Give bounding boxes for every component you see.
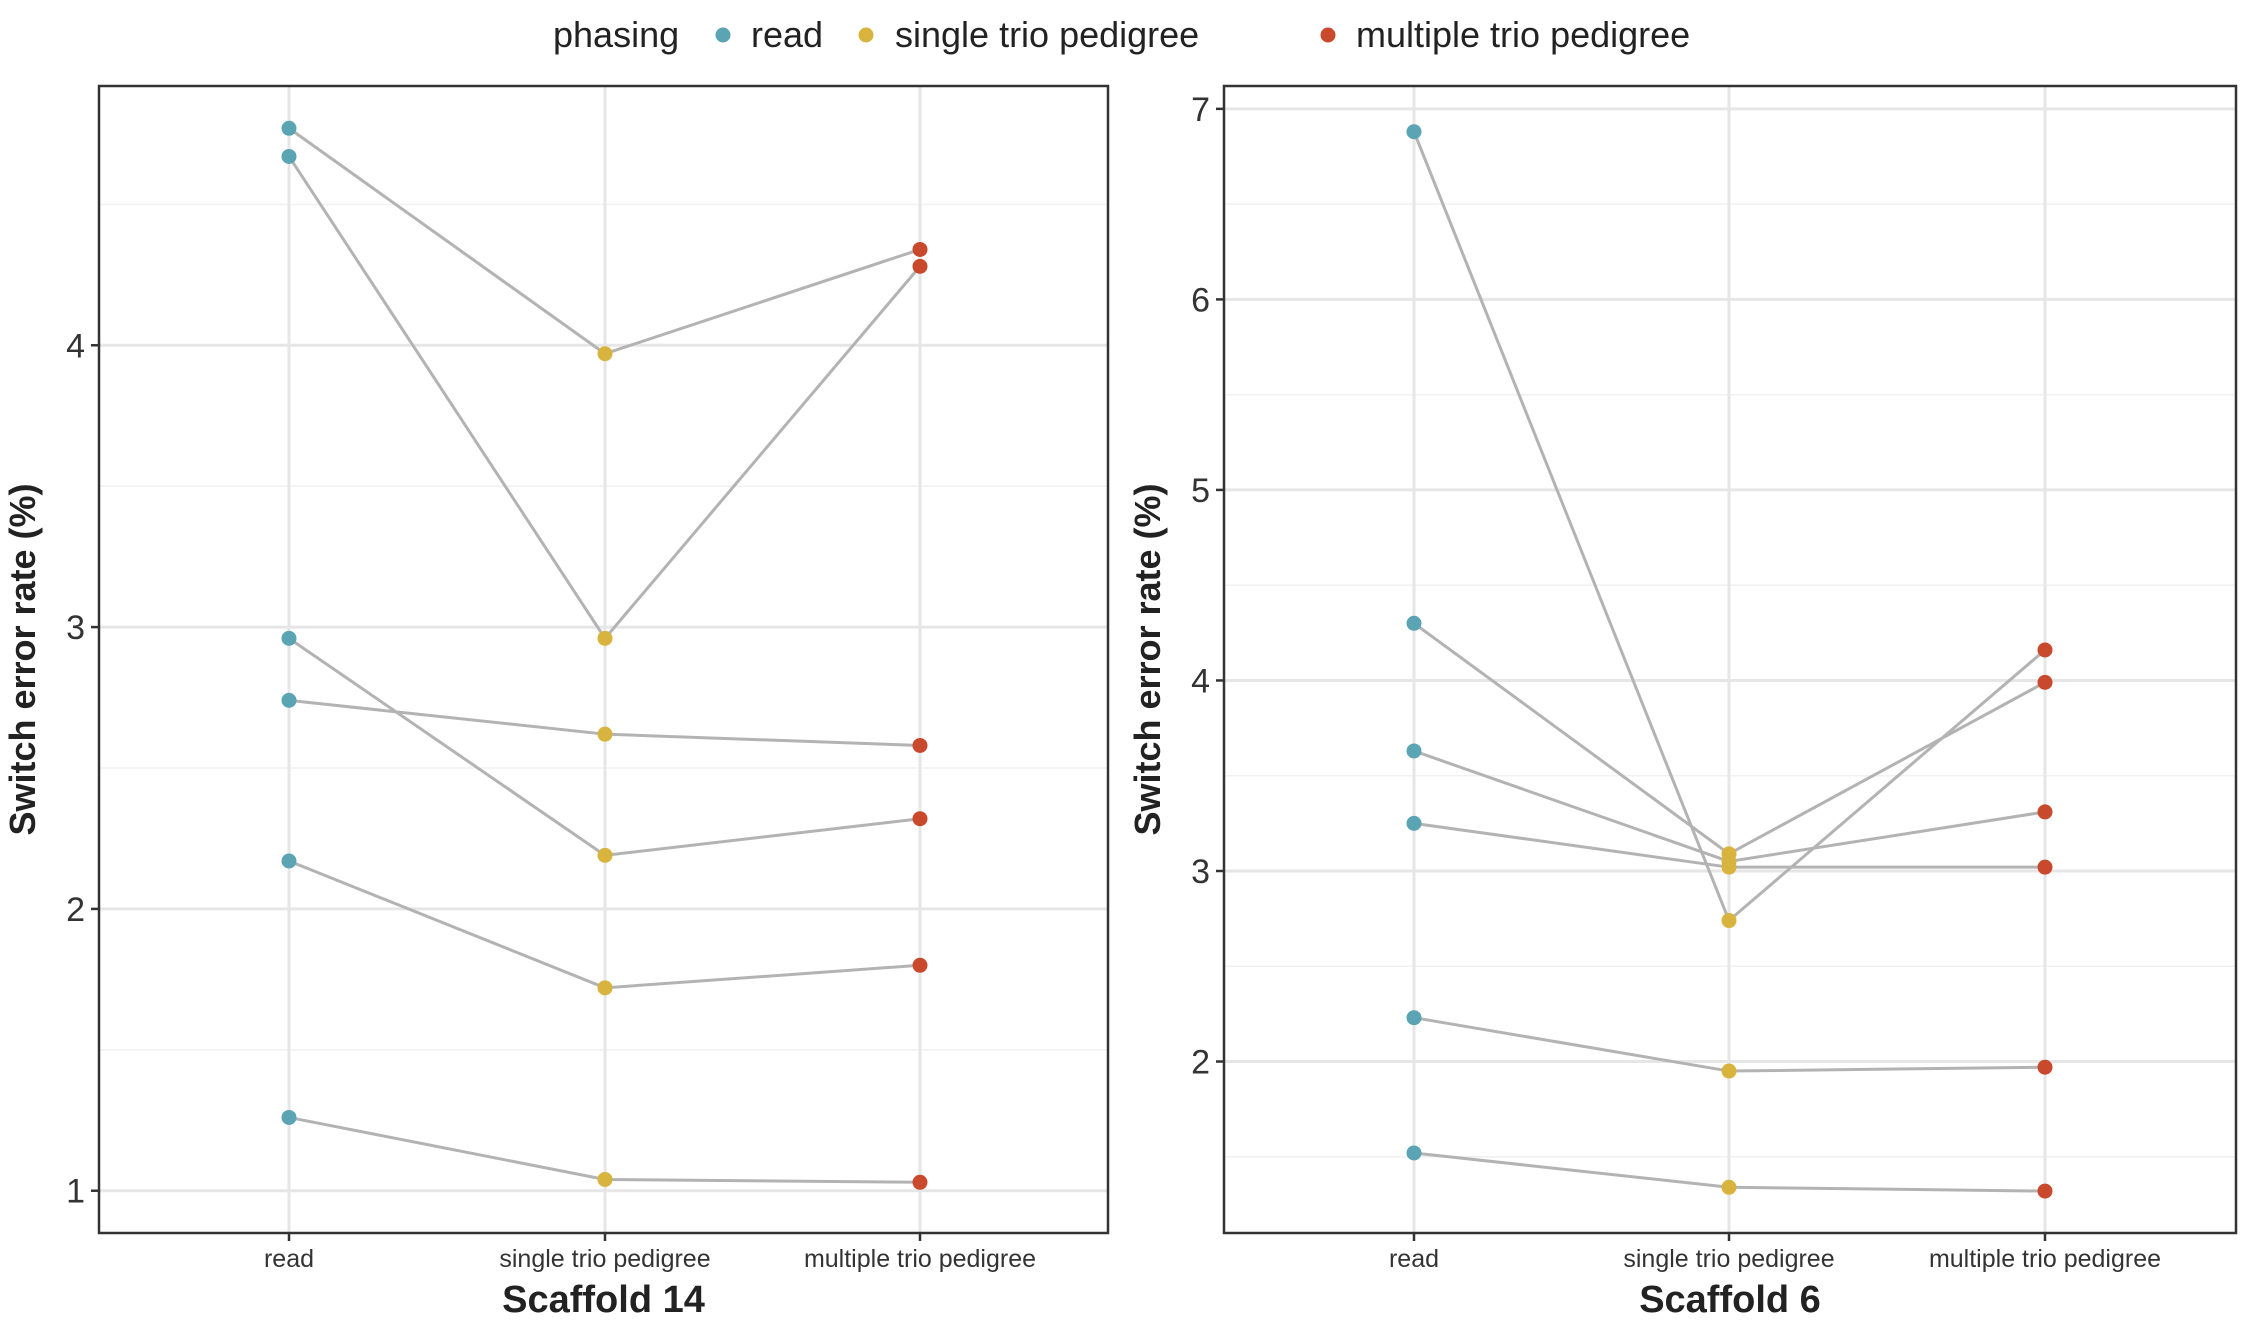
data-point-2-0 (1406, 743, 1422, 759)
legend-label-0: read (751, 14, 823, 55)
y-axis: 1 2 3 4 (66, 327, 99, 1211)
data-point-5-2 (2037, 1183, 2053, 1199)
x-tick-label: single trio pedigree (499, 1245, 710, 1273)
data-point-5-2 (912, 1174, 928, 1190)
data-point-0-0 (1406, 124, 1422, 140)
data-points (281, 120, 928, 1190)
data-point-0-1 (1721, 913, 1737, 929)
x-tick-label: read (1389, 1245, 1439, 1273)
legend-swatch-1 (858, 27, 874, 43)
y-axis: 2 3 4 5 6 7 (1191, 91, 1224, 1082)
x-axis-title: Scaffold 6 (1639, 1279, 1821, 1321)
data-point-3-1 (1721, 859, 1737, 875)
legend: phasing read single trio pedigree multiple… (553, 14, 1690, 55)
data-point-3-1 (597, 726, 613, 742)
panel-scaffold-14: 1 2 3 4 read single trio pedigree multiple tri… (2, 84, 1110, 1321)
data-point-5-0 (1406, 1145, 1422, 1161)
panel-scaffold-6: 2 3 4 5 6 7 read single trio pedigree multiple t… (1127, 84, 2238, 1321)
grid (1224, 86, 2236, 1233)
data-point-3-0 (1406, 815, 1422, 831)
data-point-0-0 (281, 120, 297, 136)
data-point-4-1 (1721, 1063, 1737, 1079)
data-point-2-0 (281, 630, 297, 646)
y-tick-label: 6 (1191, 281, 1210, 319)
data-point-5-1 (1721, 1179, 1737, 1195)
y-tick-label: 4 (1191, 662, 1210, 700)
data-point-4-1 (597, 980, 613, 996)
x-axis: read single trio pedigree multiple trio pe… (264, 1233, 1036, 1273)
data-point-2-2 (2037, 804, 2053, 820)
x-axis-title: Scaffold 14 (502, 1279, 705, 1321)
y-tick-label: 2 (1191, 1044, 1210, 1082)
x-axis: read single trio pedigree multiple trio pe… (1389, 1233, 2161, 1273)
data-point-0-1 (597, 346, 613, 362)
x-tick-label: read (264, 1245, 314, 1273)
data-point-2-2 (912, 811, 928, 827)
data-point-0-2 (912, 241, 928, 257)
data-point-4-0 (281, 853, 297, 869)
y-tick-label: 3 (66, 609, 85, 647)
data-point-0-2 (2037, 642, 2053, 658)
legend-title: phasing (553, 14, 679, 55)
y-tick-label: 1 (66, 1173, 85, 1211)
y-axis-title: Switch error rate (%) (1127, 483, 1168, 835)
y-tick-label: 2 (66, 891, 85, 929)
data-point-1-1 (597, 630, 613, 646)
data-point-5-0 (281, 1109, 297, 1125)
data-point-1-0 (1406, 615, 1422, 631)
x-tick-label: multiple trio pedigree (804, 1245, 1036, 1273)
data-point-4-2 (912, 957, 928, 973)
legend-label-2: multiple trio pedigree (1356, 14, 1690, 55)
data-point-4-0 (1406, 1010, 1422, 1026)
y-tick-label: 3 (1191, 853, 1210, 891)
legend-label-1: single trio pedigree (895, 14, 1199, 55)
data-points (1406, 124, 2053, 1199)
panel-border (97, 84, 1110, 1235)
data-point-1-2 (912, 258, 928, 274)
data-point-3-0 (281, 692, 297, 708)
data-point-3-2 (2037, 859, 2053, 875)
data-point-1-2 (2037, 674, 2053, 690)
grid (99, 86, 1108, 1233)
data-point-5-1 (597, 1171, 613, 1187)
y-tick-label: 5 (1191, 472, 1210, 510)
x-tick-label: multiple trio pedigree (1929, 1245, 2161, 1273)
x-tick-label: single trio pedigree (1623, 1245, 1834, 1273)
data-point-2-1 (597, 847, 613, 863)
data-point-1-0 (281, 148, 297, 164)
data-point-4-2 (2037, 1059, 2053, 1075)
legend-swatch-0 (715, 27, 731, 43)
legend-swatch-2 (1320, 27, 1336, 43)
data-point-3-2 (912, 737, 928, 753)
y-axis-title: Switch error rate (%) (2, 483, 43, 835)
y-tick-label: 4 (66, 327, 85, 365)
y-tick-label: 7 (1191, 91, 1210, 129)
